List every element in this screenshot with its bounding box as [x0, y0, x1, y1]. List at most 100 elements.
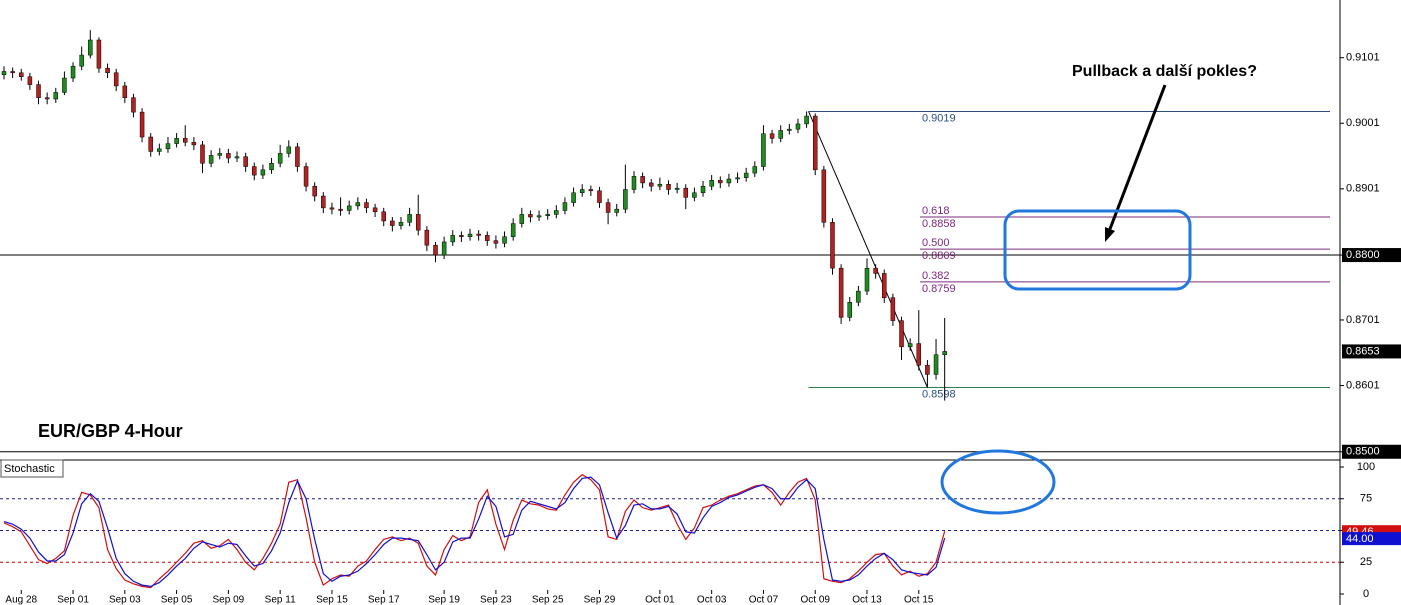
- x-tick-label: Sep 17: [368, 595, 400, 605]
- candle-body: [864, 267, 870, 292]
- candle-body: [666, 183, 671, 190]
- candle-body: [407, 214, 412, 223]
- end-label-box: [1342, 532, 1401, 546]
- candle-body: [303, 166, 309, 187]
- candle-body: [933, 354, 939, 375]
- candle-body: [217, 153, 222, 156]
- candle-body: [743, 172, 749, 178]
- candle-body: [27, 76, 33, 85]
- candle-body: [588, 189, 594, 192]
- candle-body: [623, 189, 628, 210]
- candle-body: [312, 185, 317, 197]
- x-tick-label: Sep 09: [213, 595, 245, 605]
- y-tick-label: 0.8500: [1346, 446, 1380, 458]
- candle-body: [882, 273, 887, 298]
- candle-body: [502, 236, 507, 244]
- candle-body: [493, 240, 499, 244]
- candle-body: [321, 195, 326, 209]
- candle-body: [562, 202, 568, 211]
- x-tick-label: Oct 07: [749, 595, 779, 605]
- candle-body: [510, 223, 516, 237]
- fib-trend-line: [808, 111, 928, 388]
- candle-body: [113, 72, 119, 87]
- y-tick-label: 25: [1360, 556, 1372, 568]
- fib-high-label: 0.9019: [922, 112, 956, 124]
- fib-price-label: 0.8759: [922, 283, 956, 295]
- candle-body: [485, 235, 490, 241]
- x-tick-label: Oct 13: [852, 595, 882, 605]
- candle-body: [131, 97, 136, 113]
- candle-body: [36, 84, 41, 98]
- candle-body: [718, 180, 723, 184]
- x-tick-label: Aug 28: [5, 595, 37, 605]
- x-tick-label: Sep 01: [57, 595, 89, 605]
- price-label-box: [1342, 248, 1401, 263]
- candle-body: [467, 233, 473, 237]
- x-tick-label: Sep 29: [584, 595, 616, 605]
- candle-body: [44, 97, 50, 100]
- candle-body: [657, 183, 663, 187]
- x-tick-label: Sep 25: [532, 595, 564, 605]
- candle-body: [528, 214, 533, 218]
- candle-body: [139, 111, 145, 138]
- indicator-label: Stochastic: [4, 463, 55, 475]
- marks: 0.8500 0.8601 0.8701 0.8800 0.8901 0.9001 0.91…: [0, 30, 1401, 605]
- fib-ratio-label: 0.500: [922, 237, 950, 249]
- candle-body: [847, 302, 852, 318]
- candle-body: [269, 163, 274, 171]
- y-tick-label: 100: [1357, 461, 1375, 473]
- candle-body: [649, 182, 654, 187]
- y-tick-label: 0.8601: [1346, 379, 1380, 391]
- candle-body: [459, 235, 464, 237]
- candle-body: [174, 138, 179, 144]
- x-tick-label: Sep 19: [428, 595, 460, 605]
- y-tick-label: 0.8901: [1346, 183, 1380, 195]
- candle-body: [450, 235, 456, 243]
- candle-body: [338, 208, 343, 211]
- candle-body: [286, 146, 292, 154]
- y-tick-label: 0.9101: [1346, 52, 1380, 64]
- candle-body: [838, 267, 844, 318]
- candle-body: [709, 180, 714, 187]
- x-tick-label: Sep 23: [480, 595, 512, 605]
- candle-body: [355, 202, 361, 207]
- candle-body: [191, 142, 197, 146]
- candle-body: [761, 133, 766, 167]
- candle-body: [579, 189, 585, 194]
- candle-body: [441, 241, 447, 256]
- candle-body: [890, 297, 896, 321]
- x-tick-label: Sep 15: [316, 595, 348, 605]
- x-tick-label: Sep 05: [161, 595, 193, 605]
- candle-body: [234, 156, 240, 159]
- candle-body: [692, 192, 697, 198]
- candle-body: [778, 130, 783, 139]
- candle-body: [165, 143, 171, 150]
- candle-body: [105, 67, 110, 74]
- candle-body: [79, 54, 84, 67]
- highlight-box: [1003, 209, 1192, 291]
- y-tick-label: 0.8701: [1346, 314, 1380, 326]
- candle-body: [433, 244, 438, 256]
- candle-body: [88, 39, 93, 56]
- candle-body: [856, 290, 861, 303]
- stochastic-line: [3, 476, 946, 587]
- candle-body: [545, 214, 550, 216]
- candle-body: [260, 169, 266, 176]
- x-tick-label: Oct 01: [645, 595, 675, 605]
- candle-body: [398, 222, 404, 226]
- indicator-label-box: [0, 459, 64, 478]
- arrow-head: [1105, 227, 1115, 242]
- fib-ratio-label: 0.618: [922, 205, 950, 217]
- candle-body: [804, 115, 809, 125]
- candle-body: [821, 169, 827, 223]
- candle-body: [243, 156, 248, 167]
- chart-title: EUR/GBP 4-Hour: [38, 421, 183, 441]
- candle-body: [683, 187, 689, 198]
- candle-body: [329, 207, 335, 210]
- candle-body: [295, 146, 300, 167]
- y-tick-label: 0: [1363, 588, 1369, 600]
- candle-body: [53, 92, 59, 100]
- candle-body: [424, 229, 430, 246]
- candle-body: [1, 71, 7, 75]
